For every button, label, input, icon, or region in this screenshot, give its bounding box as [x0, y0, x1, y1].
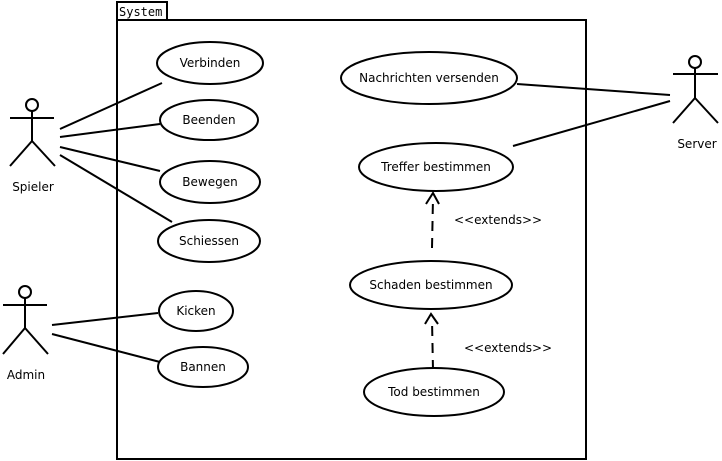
- system-label: System: [119, 5, 162, 19]
- assoc-server-treffer: [512, 100, 671, 147]
- use-case-tod-bestimmen-ellipse[interactable]: [363, 367, 505, 417]
- use-case-schiessen[interactable]: Schiessen: [157, 219, 261, 263]
- actor-admin: [2, 285, 49, 355]
- actor-spieler: [9, 98, 56, 167]
- assoc-admin-kicken: [51, 312, 159, 326]
- extends-label-1: <<extends>>: [454, 213, 542, 227]
- assoc-spieler-beenden: [59, 123, 161, 138]
- use-case-beenden-label: Beenden: [182, 113, 235, 127]
- use-case-verbinden-ellipse[interactable]: [156, 41, 264, 85]
- use-case-nachrichten-versenden[interactable]: Nachrichten versenden: [340, 51, 518, 105]
- actor-server-leg-left: [672, 97, 696, 124]
- extends-line-schaden-treffer: [431, 197, 434, 249]
- actor-admin-leg-right: [24, 327, 49, 355]
- actor-server-leg-right: [694, 97, 719, 124]
- use-case-treffer-bestimmen-ellipse[interactable]: [358, 142, 514, 192]
- system-label-tab: [116, 1, 168, 21]
- actor-server-head: [688, 55, 702, 69]
- use-case-schiessen-label: Schiessen: [179, 234, 239, 248]
- actor-admin-head: [18, 285, 32, 299]
- use-case-bannen-ellipse[interactable]: [157, 346, 249, 388]
- use-case-bewegen-label: Bewegen: [182, 175, 237, 189]
- actor-server-label: Server: [677, 137, 716, 151]
- use-case-schaden-bestimmen-ellipse[interactable]: [349, 260, 513, 310]
- use-case-treffer-bestimmen-label: Treffer bestimmen: [380, 160, 491, 174]
- use-case-schaden-bestimmen[interactable]: Schaden bestimmen: [349, 260, 513, 310]
- use-case-beenden-ellipse[interactable]: [159, 99, 259, 141]
- use-case-schaden-bestimmen-label: Schaden bestimmen: [369, 278, 492, 292]
- use-case-bannen[interactable]: Bannen: [157, 346, 249, 388]
- assoc-spieler-schiessen: [59, 154, 173, 223]
- actor-spieler-leg-left: [9, 140, 33, 167]
- use-case-schiessen-ellipse[interactable]: [157, 219, 261, 263]
- use-case-bewegen-ellipse[interactable]: [159, 160, 261, 204]
- use-case-tod-bestimmen[interactable]: Tod bestimmen: [363, 367, 505, 417]
- use-case-verbinden-label: Verbinden: [180, 56, 241, 70]
- use-case-kicken-label: Kicken: [176, 304, 215, 318]
- system-boundary: System: [116, 1, 587, 460]
- extends-label-2: <<extends>>: [464, 341, 552, 355]
- use-case-kicken-ellipse[interactable]: [158, 290, 234, 332]
- associations: [51, 82, 671, 363]
- system-boundary-box: [116, 19, 587, 460]
- actor-spieler-leg-right: [31, 140, 56, 167]
- use-case-verbinden[interactable]: Verbinden: [156, 41, 264, 85]
- use-case-nachrichten-versenden-ellipse[interactable]: [340, 51, 518, 105]
- assoc-spieler-verbinden: [59, 82, 163, 130]
- extends-arrowhead-treffer: [425, 191, 440, 205]
- actor-server: [672, 55, 719, 124]
- actor-spieler-head: [25, 98, 39, 112]
- assoc-server-nachrichten: [516, 83, 671, 96]
- assoc-spieler-bewegen: [59, 146, 161, 172]
- use-case-bewegen[interactable]: Bewegen: [159, 160, 261, 204]
- use-case-tod-bestimmen-label: Tod bestimmen: [387, 385, 480, 399]
- use-case-nachrichten-versenden-label: Nachrichten versenden: [359, 71, 499, 85]
- extends-line-tod-schaden: [431, 319, 434, 371]
- use-case-kicken[interactable]: Kicken: [158, 290, 234, 332]
- assoc-admin-bannen: [51, 333, 161, 363]
- use-case-bannen-label: Bannen: [180, 360, 226, 374]
- use-case-treffer-bestimmen[interactable]: Treffer bestimmen: [358, 142, 514, 192]
- extends-relations: <<extends>> <<extends>>: [424, 191, 552, 371]
- actor-spieler-label: Spieler: [12, 180, 54, 194]
- actor-admin-label: Admin: [7, 368, 45, 382]
- use-case-beenden[interactable]: Beenden: [159, 99, 259, 141]
- extends-arrowhead-schaden: [424, 312, 439, 325]
- actor-admin-leg-left: [2, 327, 26, 355]
